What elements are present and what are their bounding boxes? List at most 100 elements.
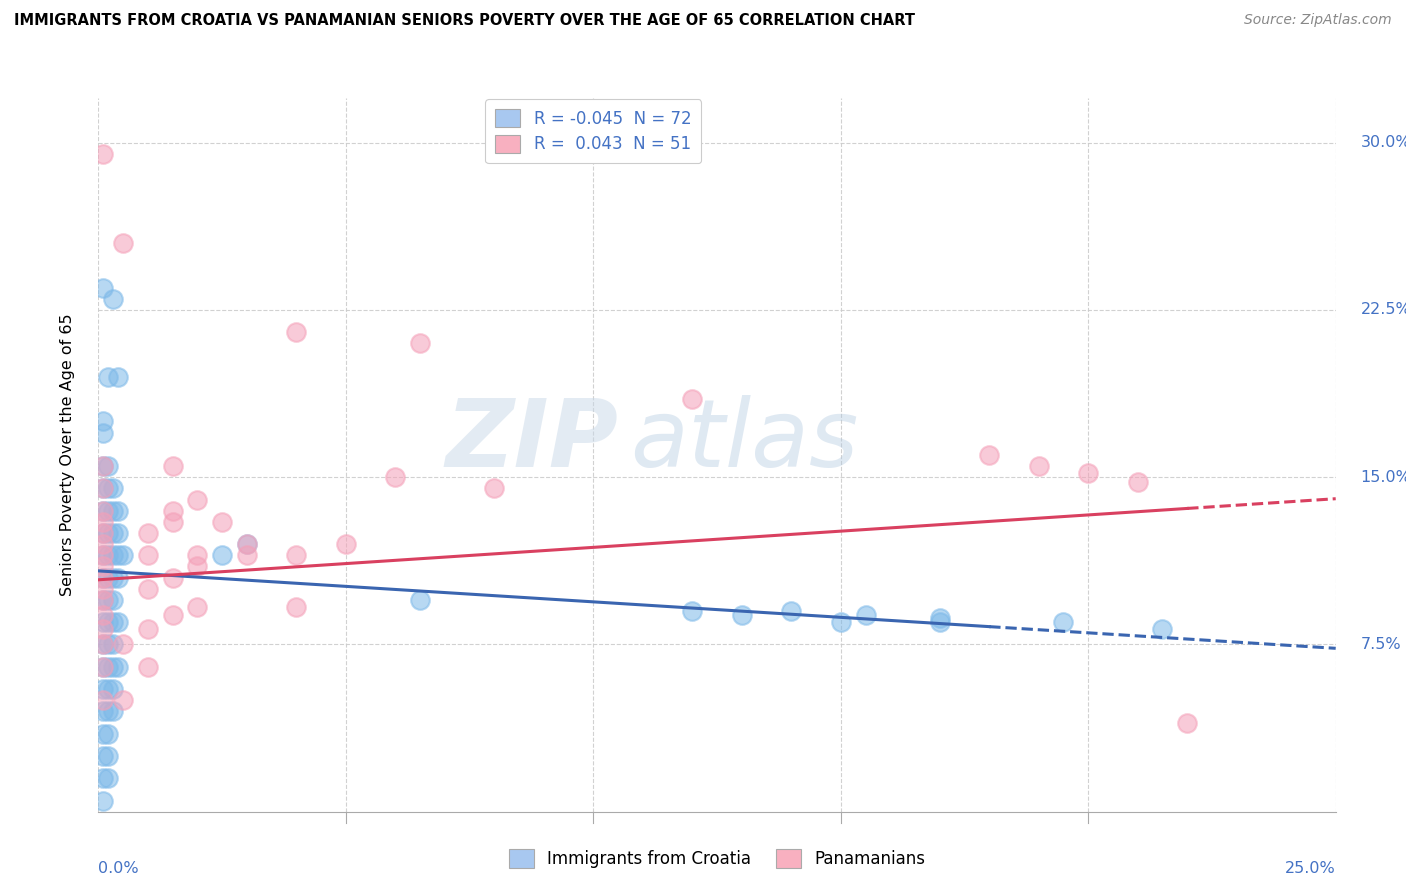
Point xyxy=(97,660,120,674)
Point xyxy=(93,526,115,541)
Point xyxy=(855,608,877,623)
Point xyxy=(731,608,754,623)
Point xyxy=(93,592,115,607)
Point xyxy=(136,526,159,541)
Point xyxy=(97,526,120,541)
Point xyxy=(97,503,120,517)
Point xyxy=(93,771,115,786)
Point xyxy=(93,705,115,719)
Point xyxy=(93,414,115,429)
Point xyxy=(93,693,115,707)
Point xyxy=(103,526,125,541)
Point xyxy=(93,559,115,574)
Point xyxy=(1152,622,1174,636)
Point xyxy=(136,660,159,674)
Point xyxy=(93,660,115,674)
Point xyxy=(93,526,115,541)
Text: Seniors Poverty Over the Age of 65: Seniors Poverty Over the Age of 65 xyxy=(60,314,75,596)
Point xyxy=(1175,715,1198,730)
Point xyxy=(236,537,259,551)
Text: atlas: atlas xyxy=(630,395,859,486)
Point xyxy=(162,515,184,529)
Point xyxy=(93,281,115,295)
Point xyxy=(97,749,120,764)
Point xyxy=(236,537,259,551)
Point xyxy=(103,571,125,585)
Point xyxy=(103,681,125,696)
Point xyxy=(93,459,115,474)
Text: 15.0%: 15.0% xyxy=(1361,470,1406,484)
Text: 0.0%: 0.0% xyxy=(98,861,139,876)
Point xyxy=(97,459,120,474)
Text: IMMIGRANTS FROM CROATIA VS PANAMANIAN SENIORS POVERTY OVER THE AGE OF 65 CORRELA: IMMIGRANTS FROM CROATIA VS PANAMANIAN SE… xyxy=(14,13,915,29)
Point xyxy=(681,392,703,407)
Text: Source: ZipAtlas.com: Source: ZipAtlas.com xyxy=(1244,13,1392,28)
Point xyxy=(780,604,803,618)
Point xyxy=(93,425,115,440)
Point xyxy=(285,548,308,563)
Point xyxy=(93,482,115,496)
Point xyxy=(93,571,115,585)
Point xyxy=(112,548,135,563)
Point xyxy=(103,482,125,496)
Point xyxy=(93,794,115,808)
Point xyxy=(211,515,233,529)
Point xyxy=(97,571,120,585)
Point xyxy=(107,548,129,563)
Point xyxy=(103,592,125,607)
Point xyxy=(136,622,159,636)
Point xyxy=(93,615,115,630)
Point xyxy=(830,615,852,630)
Point xyxy=(97,548,120,563)
Point xyxy=(186,548,208,563)
Point xyxy=(979,448,1001,462)
Point xyxy=(186,599,208,614)
Point xyxy=(103,292,125,306)
Point xyxy=(1028,459,1050,474)
Point xyxy=(285,325,308,339)
Point xyxy=(103,615,125,630)
Point xyxy=(93,503,115,517)
Point xyxy=(107,526,129,541)
Point xyxy=(93,749,115,764)
Point xyxy=(97,771,120,786)
Legend: Immigrants from Croatia, Panamanians: Immigrants from Croatia, Panamanians xyxy=(502,843,932,875)
Point xyxy=(112,637,135,651)
Point xyxy=(93,660,115,674)
Point xyxy=(93,571,115,585)
Point xyxy=(93,147,115,161)
Point xyxy=(93,622,115,636)
Text: 30.0%: 30.0% xyxy=(1361,136,1406,150)
Point xyxy=(97,637,120,651)
Text: 25.0%: 25.0% xyxy=(1285,861,1336,876)
Point xyxy=(97,592,120,607)
Point xyxy=(162,608,184,623)
Point xyxy=(409,336,432,351)
Point xyxy=(681,604,703,618)
Point xyxy=(107,571,129,585)
Point xyxy=(112,236,135,251)
Point xyxy=(186,492,208,507)
Point xyxy=(1052,615,1074,630)
Point xyxy=(93,459,115,474)
Point xyxy=(97,726,120,740)
Point xyxy=(103,660,125,674)
Point xyxy=(103,503,125,517)
Point xyxy=(103,705,125,719)
Point xyxy=(136,582,159,596)
Point xyxy=(93,548,115,563)
Point xyxy=(93,637,115,651)
Point xyxy=(93,482,115,496)
Point xyxy=(112,693,135,707)
Point xyxy=(107,503,129,517)
Text: 7.5%: 7.5% xyxy=(1361,637,1400,652)
Point xyxy=(384,470,406,484)
Point xyxy=(93,548,115,563)
Text: 22.5%: 22.5% xyxy=(1361,302,1406,318)
Point xyxy=(107,369,129,384)
Point xyxy=(93,592,115,607)
Point xyxy=(335,537,357,551)
Point xyxy=(97,482,120,496)
Point xyxy=(97,681,120,696)
Point xyxy=(928,611,950,625)
